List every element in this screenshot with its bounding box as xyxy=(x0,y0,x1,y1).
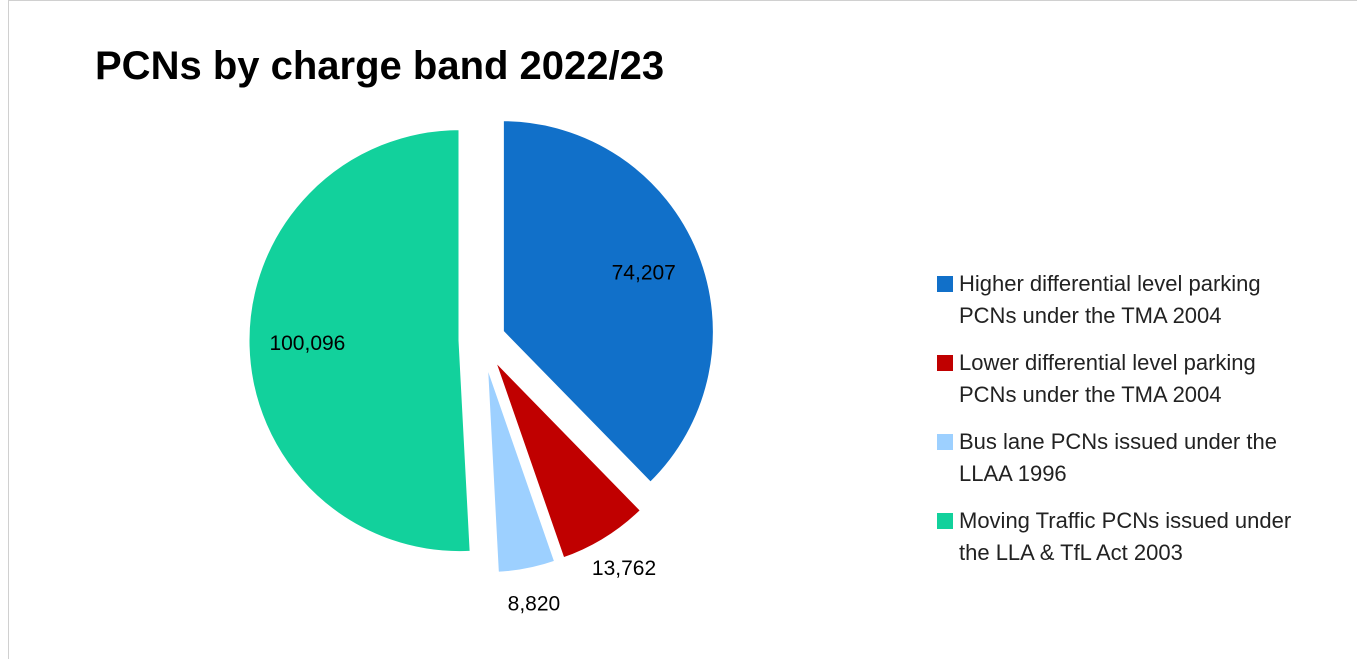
pie-slice xyxy=(484,361,558,575)
pie-slice xyxy=(500,118,716,486)
chart-title: PCNs by charge band 2022/23 xyxy=(95,44,665,88)
data-label: 74,207 xyxy=(612,262,676,285)
legend: Higher differential level parking PCNs u… xyxy=(937,268,1317,584)
legend-label: Bus lane PCNs issued under the LLAA 1996 xyxy=(959,429,1277,486)
legend-label: Moving Traffic PCNs issued under the LLA… xyxy=(959,508,1292,565)
legend-item: Moving Traffic PCNs issued under the LLA… xyxy=(937,505,1317,569)
legend-label: Higher differential level parking PCNs u… xyxy=(959,271,1261,328)
legend-label: Lower differential level parking PCNs un… xyxy=(959,350,1256,407)
legend-item: Lower differential level parking PCNs un… xyxy=(937,347,1317,411)
legend-swatch xyxy=(937,355,953,371)
chart-frame xyxy=(8,0,1357,659)
legend-item: Bus lane PCNs issued under the LLAA 1996 xyxy=(937,426,1317,490)
data-label: 100,096 xyxy=(269,332,345,355)
pie-slice xyxy=(246,127,473,555)
data-label: 8,820 xyxy=(508,593,561,616)
pie-slice xyxy=(492,357,644,561)
legend-swatch xyxy=(937,276,953,292)
legend-swatch xyxy=(937,434,953,450)
legend-item: Higher differential level parking PCNs u… xyxy=(937,268,1317,332)
data-label: 13,762 xyxy=(592,557,656,580)
legend-swatch xyxy=(937,513,953,529)
